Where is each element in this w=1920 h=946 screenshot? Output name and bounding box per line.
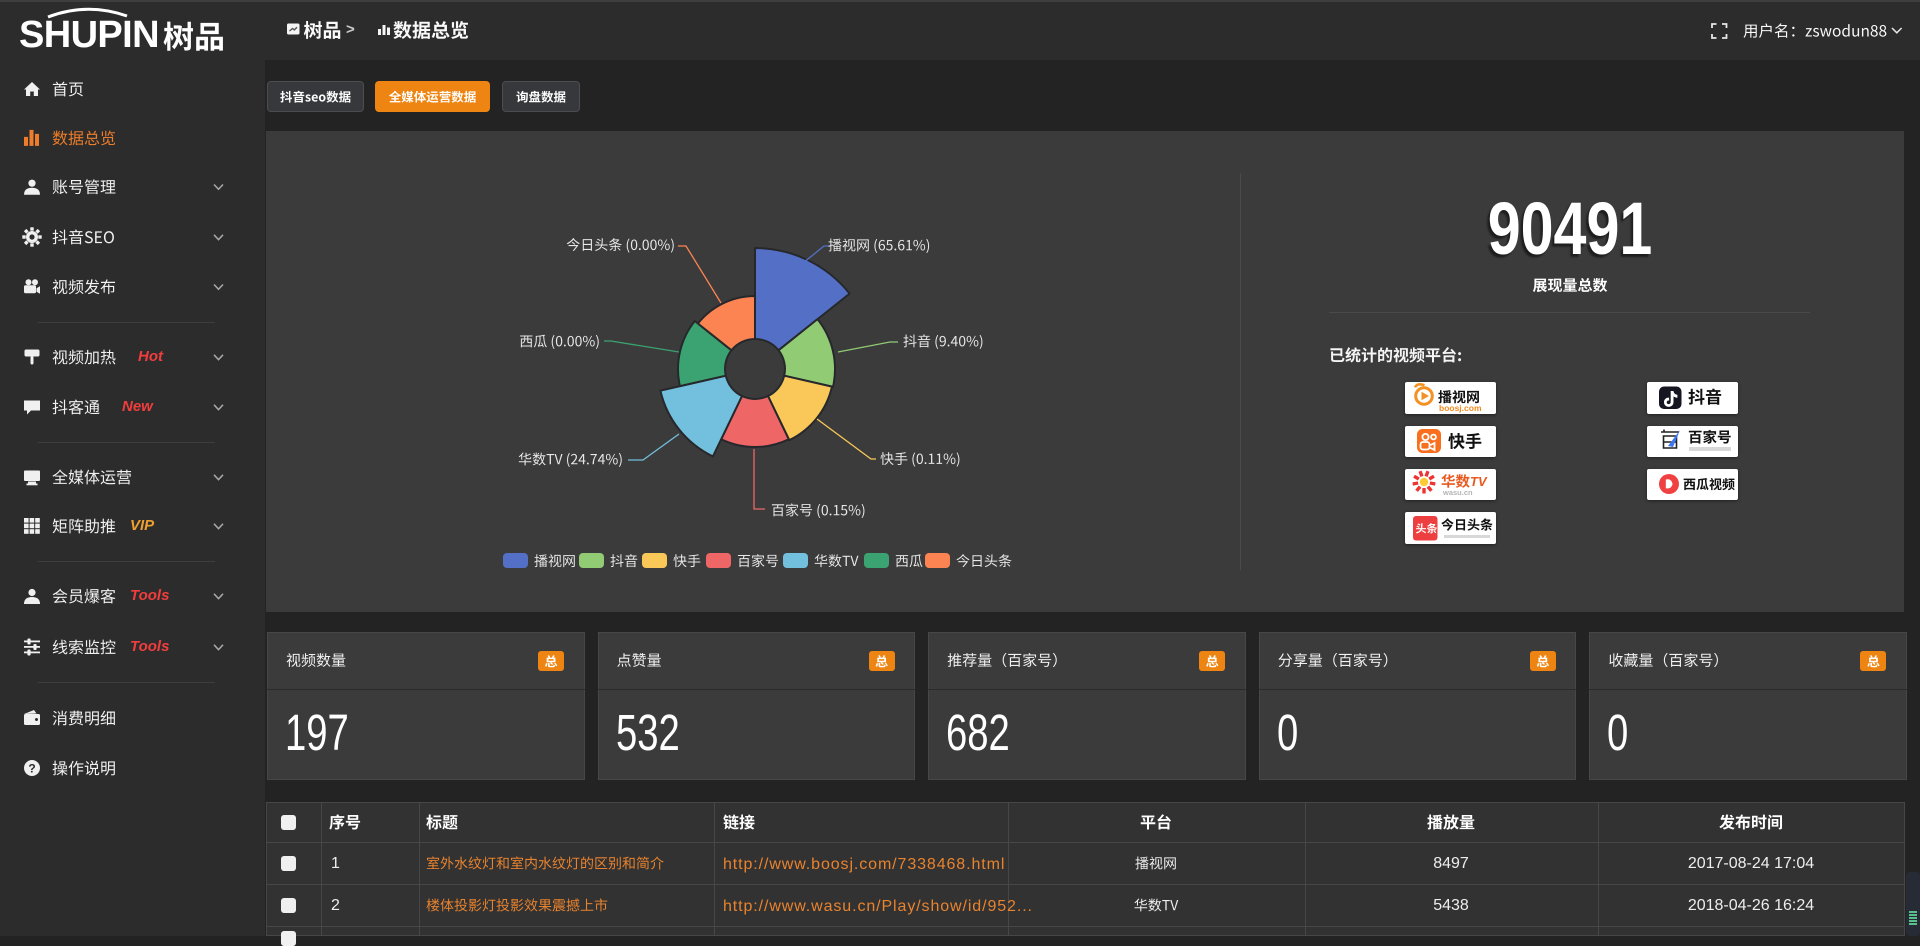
- svg-text:?: ?: [28, 762, 35, 776]
